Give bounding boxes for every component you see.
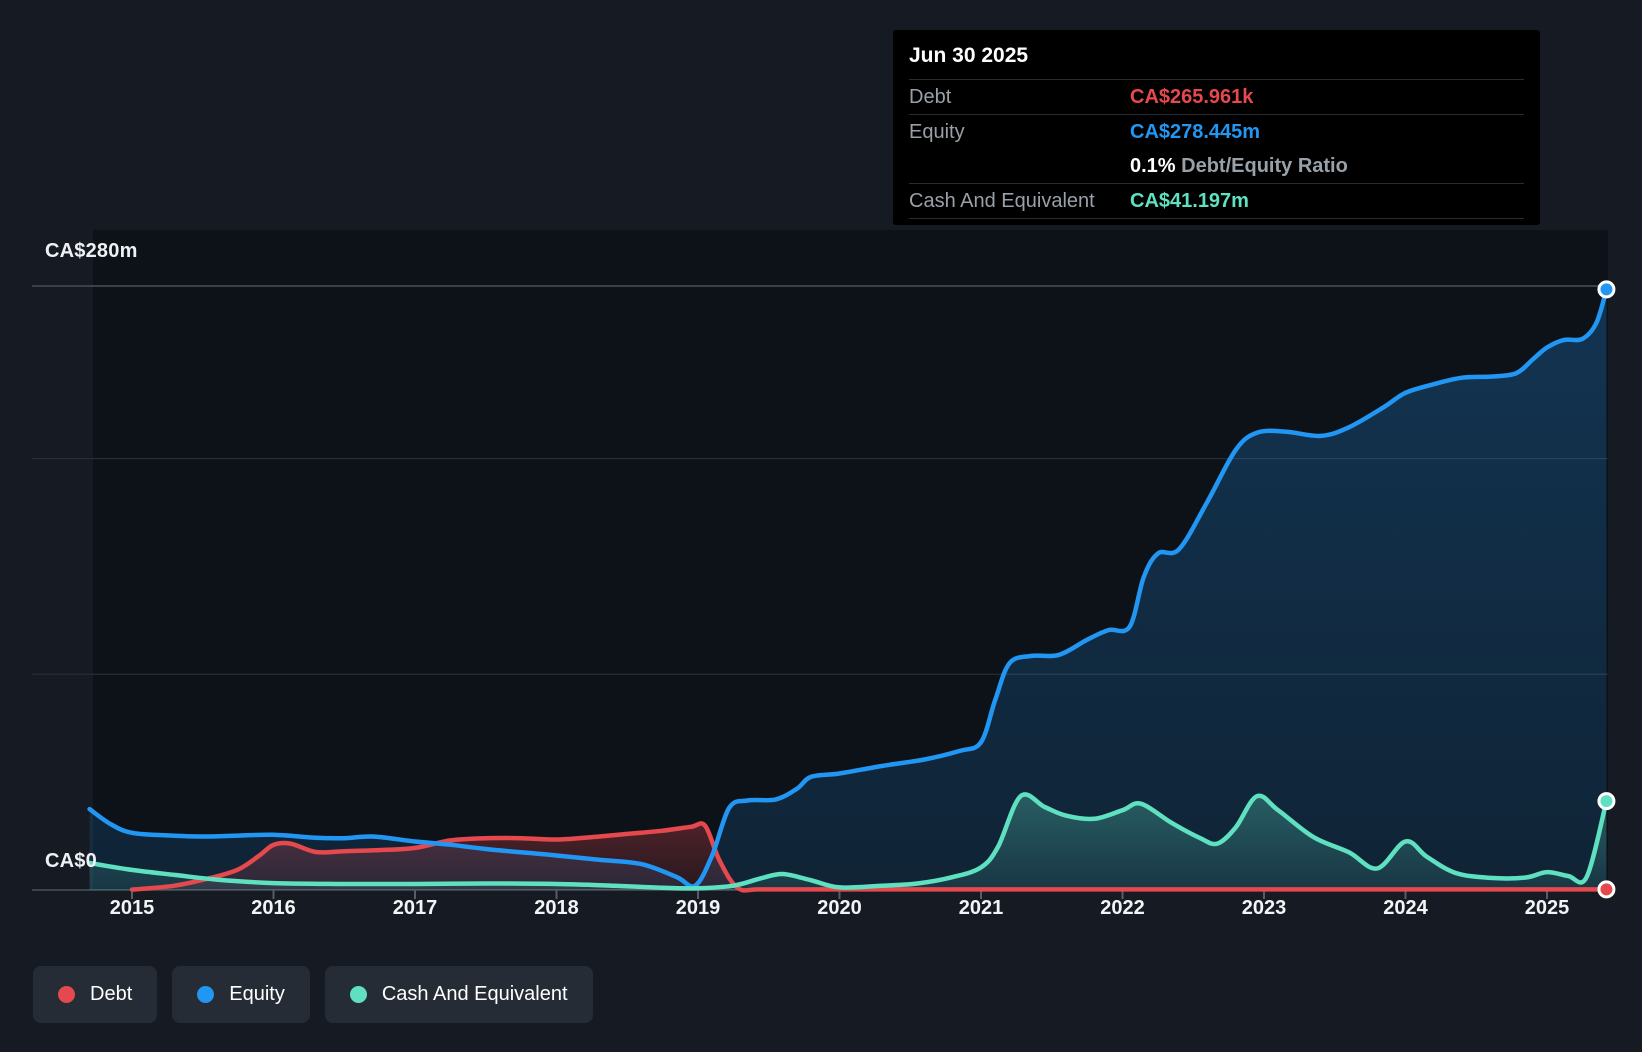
tooltip-row-cash: Cash And Equivalent CA$41.197m xyxy=(909,184,1524,219)
tooltip-cash-label: Cash And Equivalent xyxy=(909,189,1095,212)
cash-area-fill xyxy=(89,794,1607,890)
x-axis-label-2018: 2018 xyxy=(534,897,579,919)
equity-area-fill xyxy=(89,289,1607,890)
x-axis-label-2019: 2019 xyxy=(675,897,721,919)
debt-line xyxy=(129,821,1609,893)
equity-legend-dot-icon xyxy=(197,986,215,1003)
tooltip-row-debt: Debt CA$265.961k xyxy=(909,80,1524,115)
x-axis-label-2015: 2015 xyxy=(109,897,155,919)
x-axis-label-2020: 2020 xyxy=(817,897,862,919)
tooltip-row-equity: Equity CA$278.445m xyxy=(909,115,1524,149)
debt-endpoint-marker xyxy=(1597,880,1616,899)
equity-line xyxy=(87,287,1609,889)
tooltip-equity-label: Equity xyxy=(909,120,965,143)
y-axis-label-max: CA$280m xyxy=(45,240,138,262)
tooltip-equity-value: CA$278.445m xyxy=(1130,120,1261,143)
x-axis-label-2021: 2021 xyxy=(958,897,1004,919)
tooltip-debt-value: CA$265.961k xyxy=(1130,85,1254,108)
x-axis-label-2022: 2022 xyxy=(1100,897,1145,919)
x-axis-label-2016: 2016 xyxy=(251,897,296,919)
x-axis-label-2023: 2023 xyxy=(1241,897,1287,919)
legend-item-debt[interactable]: Debt xyxy=(33,966,158,1023)
x-axis-ticks xyxy=(131,890,1548,899)
x-axis-label-2025: 2025 xyxy=(1524,897,1570,919)
tooltip-ratio-label: Debt/Equity Ratio xyxy=(1175,154,1348,177)
legend-item-equity[interactable]: Equity xyxy=(172,966,310,1023)
tooltip-debt-label: Debt xyxy=(909,85,952,108)
legend-label: Debt xyxy=(90,983,133,1005)
legend-label: Cash And Equivalent xyxy=(381,983,568,1005)
chart-legend: Debt Equity Cash And Equivalent xyxy=(33,966,593,1023)
cash-legend-dot-icon xyxy=(349,986,367,1003)
chart-tooltip: Jun 30 2025 Debt CA$265.961k Equity CA$2… xyxy=(893,30,1540,225)
cash-endpoint-marker xyxy=(1597,792,1616,811)
tooltip-date-title: Jun 30 2025 xyxy=(909,30,1524,80)
tooltip-ratio-value: 0.1% Debt/Equity Ratio xyxy=(1130,154,1348,177)
x-axis-label-2017: 2017 xyxy=(392,897,438,919)
equity-endpoint-marker xyxy=(1597,280,1616,299)
x-axis-label-2024: 2024 xyxy=(1383,897,1428,919)
tooltip-cash-value: CA$41.197m xyxy=(1130,189,1249,212)
debt-legend-dot-icon xyxy=(58,986,75,1003)
tooltip-row-ratio: 0.1% Debt/Equity Ratio xyxy=(909,149,1524,184)
legend-item-cash[interactable]: Cash And Equivalent xyxy=(324,966,593,1023)
legend-label: Equity xyxy=(229,983,285,1005)
cash-line xyxy=(87,792,1609,891)
y-axis-label-zero: CA$0 xyxy=(45,850,97,872)
